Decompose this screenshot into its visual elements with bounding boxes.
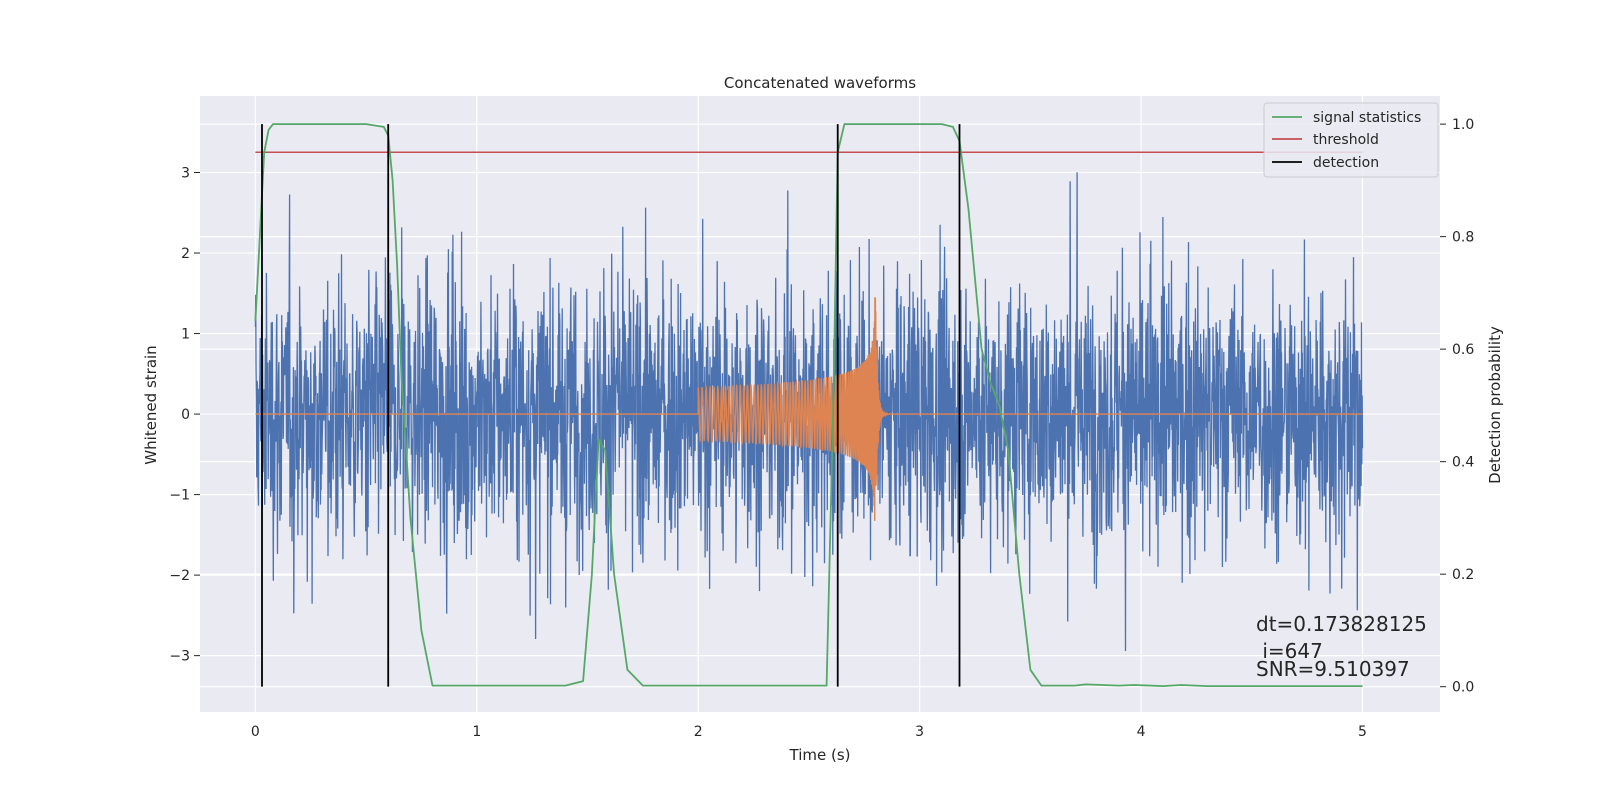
chart-title: Concatenated waveforms <box>724 74 916 92</box>
x-tick-label: 2 <box>694 724 703 740</box>
y-axis-right-label: Detection probability <box>1486 326 1504 484</box>
x-tick-label: 5 <box>1358 724 1367 740</box>
x-tick-label: 1 <box>472 724 481 740</box>
annotation-dt: dt=0.173828125 <box>1256 612 1427 636</box>
y-left-tick-label: 1 <box>181 327 190 343</box>
strain-layer <box>254 172 1364 652</box>
y-left-tick-label: −2 <box>169 568 190 584</box>
legend: signal statistics threshold detection <box>1263 102 1439 178</box>
legend-label-signal-statistics: signal statistics <box>1313 110 1421 126</box>
waveform-layer <box>255 297 1363 521</box>
legend-label-detection: detection <box>1313 155 1379 171</box>
x-tick-label: 0 <box>251 724 260 740</box>
y-right-tick-label: 0.6 <box>1452 342 1474 358</box>
y-right-tick-label: 0.0 <box>1452 680 1474 696</box>
y-right-tick-label: 0.8 <box>1452 230 1474 246</box>
signal-statistics-line <box>254 123 1363 687</box>
y-left-tick-label: 0 <box>181 407 190 423</box>
stat-layer <box>254 123 1363 687</box>
tick-layer: 0 1 2 3 4 5 −3 −2 −1 0 1 2 3 0.0 0.2 0.4 0.6 0.8 1.0 <box>169 117 1474 740</box>
y-axis-left-label: Whitened strain <box>142 345 160 464</box>
strain-line <box>254 172 1364 652</box>
x-tick-label: 4 <box>1137 724 1146 740</box>
detect-layer <box>261 124 961 687</box>
x-axis-label: Time (s) <box>789 746 851 764</box>
y-right-tick-label: 0.2 <box>1452 567 1474 583</box>
annotation-snr: SNR=9.510397 <box>1256 657 1410 681</box>
legend-label-threshold: threshold <box>1313 132 1379 148</box>
y-left-tick-label: −1 <box>169 488 190 504</box>
legend-box <box>1263 102 1439 178</box>
stats-annotation: dt=0.173828125 i=647 SNR=9.510397 <box>1256 612 1427 681</box>
x-tick-label: 3 <box>915 724 924 740</box>
y-left-tick-label: 2 <box>181 246 190 262</box>
y-left-tick-label: −3 <box>169 649 190 665</box>
annotation-i: i=647 <box>1256 639 1323 663</box>
y-left-tick-label: 3 <box>181 165 190 181</box>
y-right-tick-label: 0.4 <box>1452 455 1474 471</box>
waveform-line <box>255 297 1363 521</box>
y-right-tick-label: 1.0 <box>1452 117 1474 133</box>
